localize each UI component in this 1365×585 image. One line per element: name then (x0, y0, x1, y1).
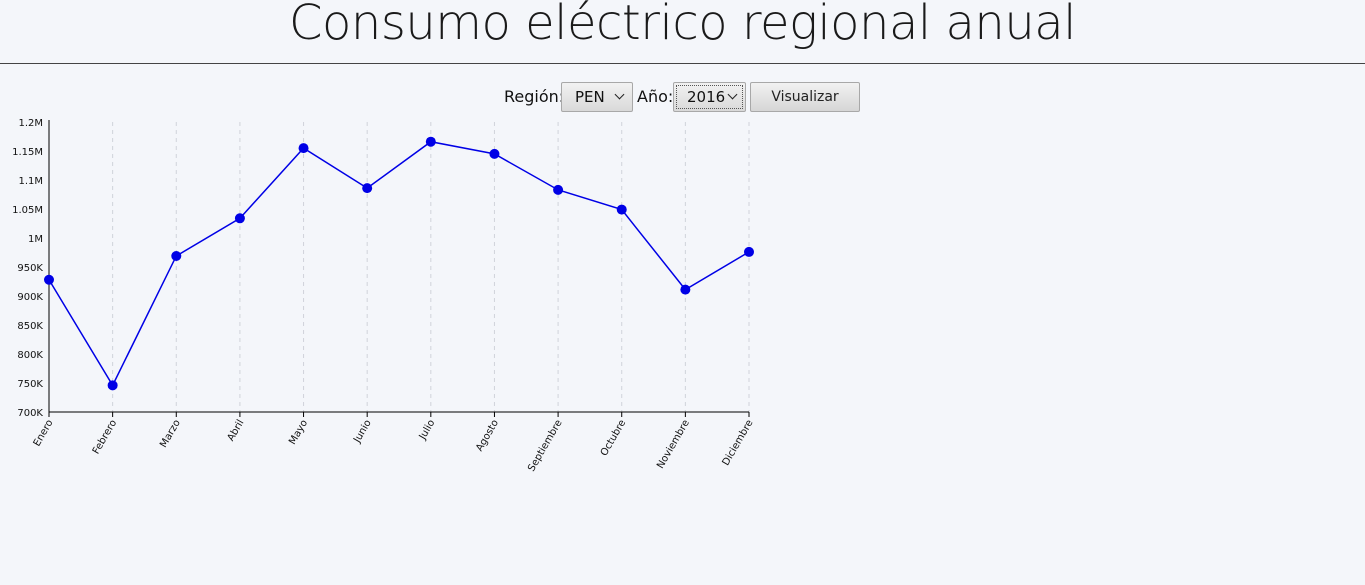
y-tick-label: 1.05M (12, 205, 43, 216)
y-tick-label: 750K (17, 379, 43, 390)
controls-bar: Región: PEN Año: 2016 Visualizar (0, 81, 1365, 113)
x-tick-label: Junio (351, 418, 373, 446)
data-point[interactable] (362, 183, 373, 194)
region-label: Región: (504, 87, 565, 106)
x-tick-label: Agosto (474, 418, 501, 453)
axes (48, 120, 750, 417)
y-tick-label: 1.15M (12, 147, 43, 158)
data-point[interactable] (171, 250, 182, 261)
year-select-value: 2016 (687, 88, 726, 106)
grid-lines (112, 122, 750, 412)
x-tick-label: Febrero (91, 418, 119, 456)
x-tick-label: Marzo (158, 418, 183, 450)
data-point[interactable] (744, 246, 754, 257)
x-tick-label: Abril (226, 418, 247, 443)
data-point[interactable] (107, 380, 118, 391)
data-point[interactable] (680, 284, 691, 295)
x-tick-label: Enero (32, 418, 56, 448)
y-tick-label: 1M (28, 234, 43, 245)
region-select-value: PEN (575, 88, 605, 106)
region-select[interactable]: PEN (561, 82, 633, 112)
line-chart: 700K 750K 800K 850K 900K 950K 1M 1.05M 1.1M 1.15M… (12, 118, 756, 474)
title-divider (0, 63, 1365, 64)
data-point[interactable] (553, 184, 564, 195)
y-tick-labels: 700K 750K 800K 850K 900K 950K 1M 1.05M 1.1M 1.15M… (12, 118, 43, 419)
data-point[interactable] (489, 148, 500, 159)
data-point[interactable] (616, 204, 627, 215)
data-point[interactable] (234, 213, 245, 224)
year-select[interactable]: 2016 (673, 82, 746, 112)
year-label: Año: (637, 87, 674, 106)
visualize-button[interactable]: Visualizar (750, 82, 860, 112)
data-point[interactable] (298, 143, 309, 154)
y-tick-label: 850K (17, 321, 43, 332)
x-tick-label: Mayo (287, 418, 310, 447)
y-tick-label: 800K (17, 350, 43, 361)
x-tick-label: Septiembre (526, 418, 564, 474)
y-tick-label: 950K (17, 263, 43, 274)
x-tick-labels: Enero Febrero Marzo Abril Mayo Junio Julio Agos… (32, 418, 756, 474)
x-tick-label: Octubre (599, 418, 629, 458)
y-tick-label: 900K (17, 292, 43, 303)
chevron-down-icon (614, 89, 625, 100)
page-title: Consumo eléctrico regional anual (289, 0, 1076, 51)
x-tick-label: Julio (417, 418, 438, 443)
x-tick-label: Noviembre (655, 418, 692, 471)
series-layer (44, 136, 754, 391)
x-tick-label: Diciembre (721, 418, 756, 468)
focus-ring (676, 85, 743, 109)
series-line (48, 140, 750, 387)
data-point[interactable] (425, 136, 436, 147)
data-point[interactable] (44, 274, 54, 285)
y-tick-label: 1.1M (18, 176, 43, 187)
y-tick-label: 1.2M (18, 118, 43, 129)
y-tick-label: 700K (17, 408, 43, 419)
